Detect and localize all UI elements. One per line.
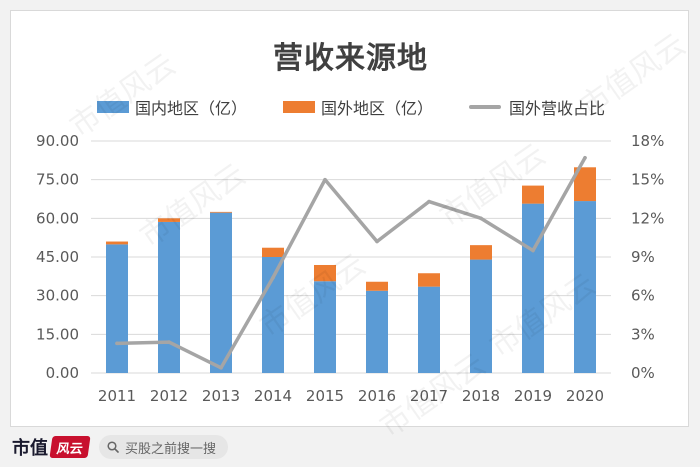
point-ratio [427,199,431,204]
bar-foreign [314,264,336,282]
y-right-tick-label: 18% [631,132,664,150]
point-ratio [479,216,483,221]
x-tick-label: 2018 [462,387,500,405]
search-icon [107,441,119,453]
x-tick-label: 2014 [254,387,292,405]
bar-foreign [106,241,128,245]
bar-domestic [106,244,128,373]
x-tick-label: 2015 [306,387,344,405]
brand-logo[interactable]: 市值 风云 [12,434,91,460]
chart-card: 营收来源地 国内地区（亿） 国外地区（亿） 国外营收占比 0.00 15.00 30… [10,10,692,445]
brand-mark: 风云 [49,436,91,458]
legend-swatch-foreign [283,101,315,113]
point-ratio [375,239,379,244]
y-left-tick-label: 75.00 [36,171,79,189]
point-ratio [115,341,119,346]
x-tick-label: 2017 [410,387,448,405]
bar-domestic [158,221,180,373]
bar-domestic [470,259,492,373]
bar-domestic [366,290,388,373]
y-left-tick-label: 0.00 [46,364,79,382]
bar-foreign [210,211,232,213]
bar-domestic [210,212,232,373]
bar-foreign [470,245,492,260]
point-ratio [219,366,223,370]
bar-domestic [522,203,544,373]
point-ratio [271,275,275,280]
y-left-tick-label: 90.00 [36,132,79,150]
x-tick-label: 2011 [98,387,136,405]
legend-swatch-domestic [97,101,129,113]
chart-plot: 0.00 15.00 30.00 45.00 60.00 75.00 90.00 0% 3% 6%… [36,132,664,405]
legend-line-ratio [469,105,501,109]
y-right-tick-label: 3% [631,325,655,343]
point-ratio [531,248,535,253]
x-tick-label: 2013 [202,387,240,405]
bar-foreign [574,167,596,202]
x-tick-label: 2020 [566,387,604,405]
bar-foreign [418,273,440,287]
x-tick-label: 2019 [514,387,552,405]
point-ratio [167,340,171,344]
y-right-tick-label: 0% [631,364,655,382]
brand-text: 市值 [12,438,48,459]
point-ratio [583,155,587,160]
chart-title: 营收来源地 [273,41,428,76]
line-ratio [115,156,587,370]
y-right-tick-label: 12% [631,209,664,227]
bar-domestic [418,286,440,373]
bar-domestic [574,201,596,373]
x-tick-label: 2012 [150,387,188,405]
y-right-tick-label: 9% [631,248,655,266]
y-left-tick-label: 45.00 [36,248,79,266]
legend-item-ratio: 国外营收占比 [469,95,605,119]
legend-item-foreign: 国外地区（亿） [283,95,433,119]
y-left-tick-label: 30.00 [36,287,79,305]
legend: 国内地区（亿） 国外地区（亿） 国外营收占比 [11,95,690,119]
legend-item-domestic: 国内地区（亿） [97,95,247,119]
y-right-tick-label: 15% [631,171,664,189]
legend-label-foreign: 国外地区（亿） [321,99,434,118]
bar-domestic [314,281,336,373]
search-pill[interactable]: 买股之前搜一搜 [99,435,229,459]
search-text: 买股之前搜一搜 [125,441,217,457]
bar-foreign [158,218,180,222]
legend-label-domestic: 国内地区（亿） [135,99,248,118]
footer: 市值 风云 买股之前搜一搜 [0,427,700,467]
y-left-tick-label: 15.00 [36,325,79,343]
bar-foreign [522,185,544,204]
bar-foreign [262,247,284,257]
y-right-tick-label: 6% [631,287,655,305]
x-tick-label: 2016 [358,387,396,405]
legend-label-ratio: 国外营收占比 [509,99,606,118]
bar-foreign [366,281,388,291]
y-left-tick-label: 60.00 [36,209,79,227]
point-ratio [323,177,327,182]
